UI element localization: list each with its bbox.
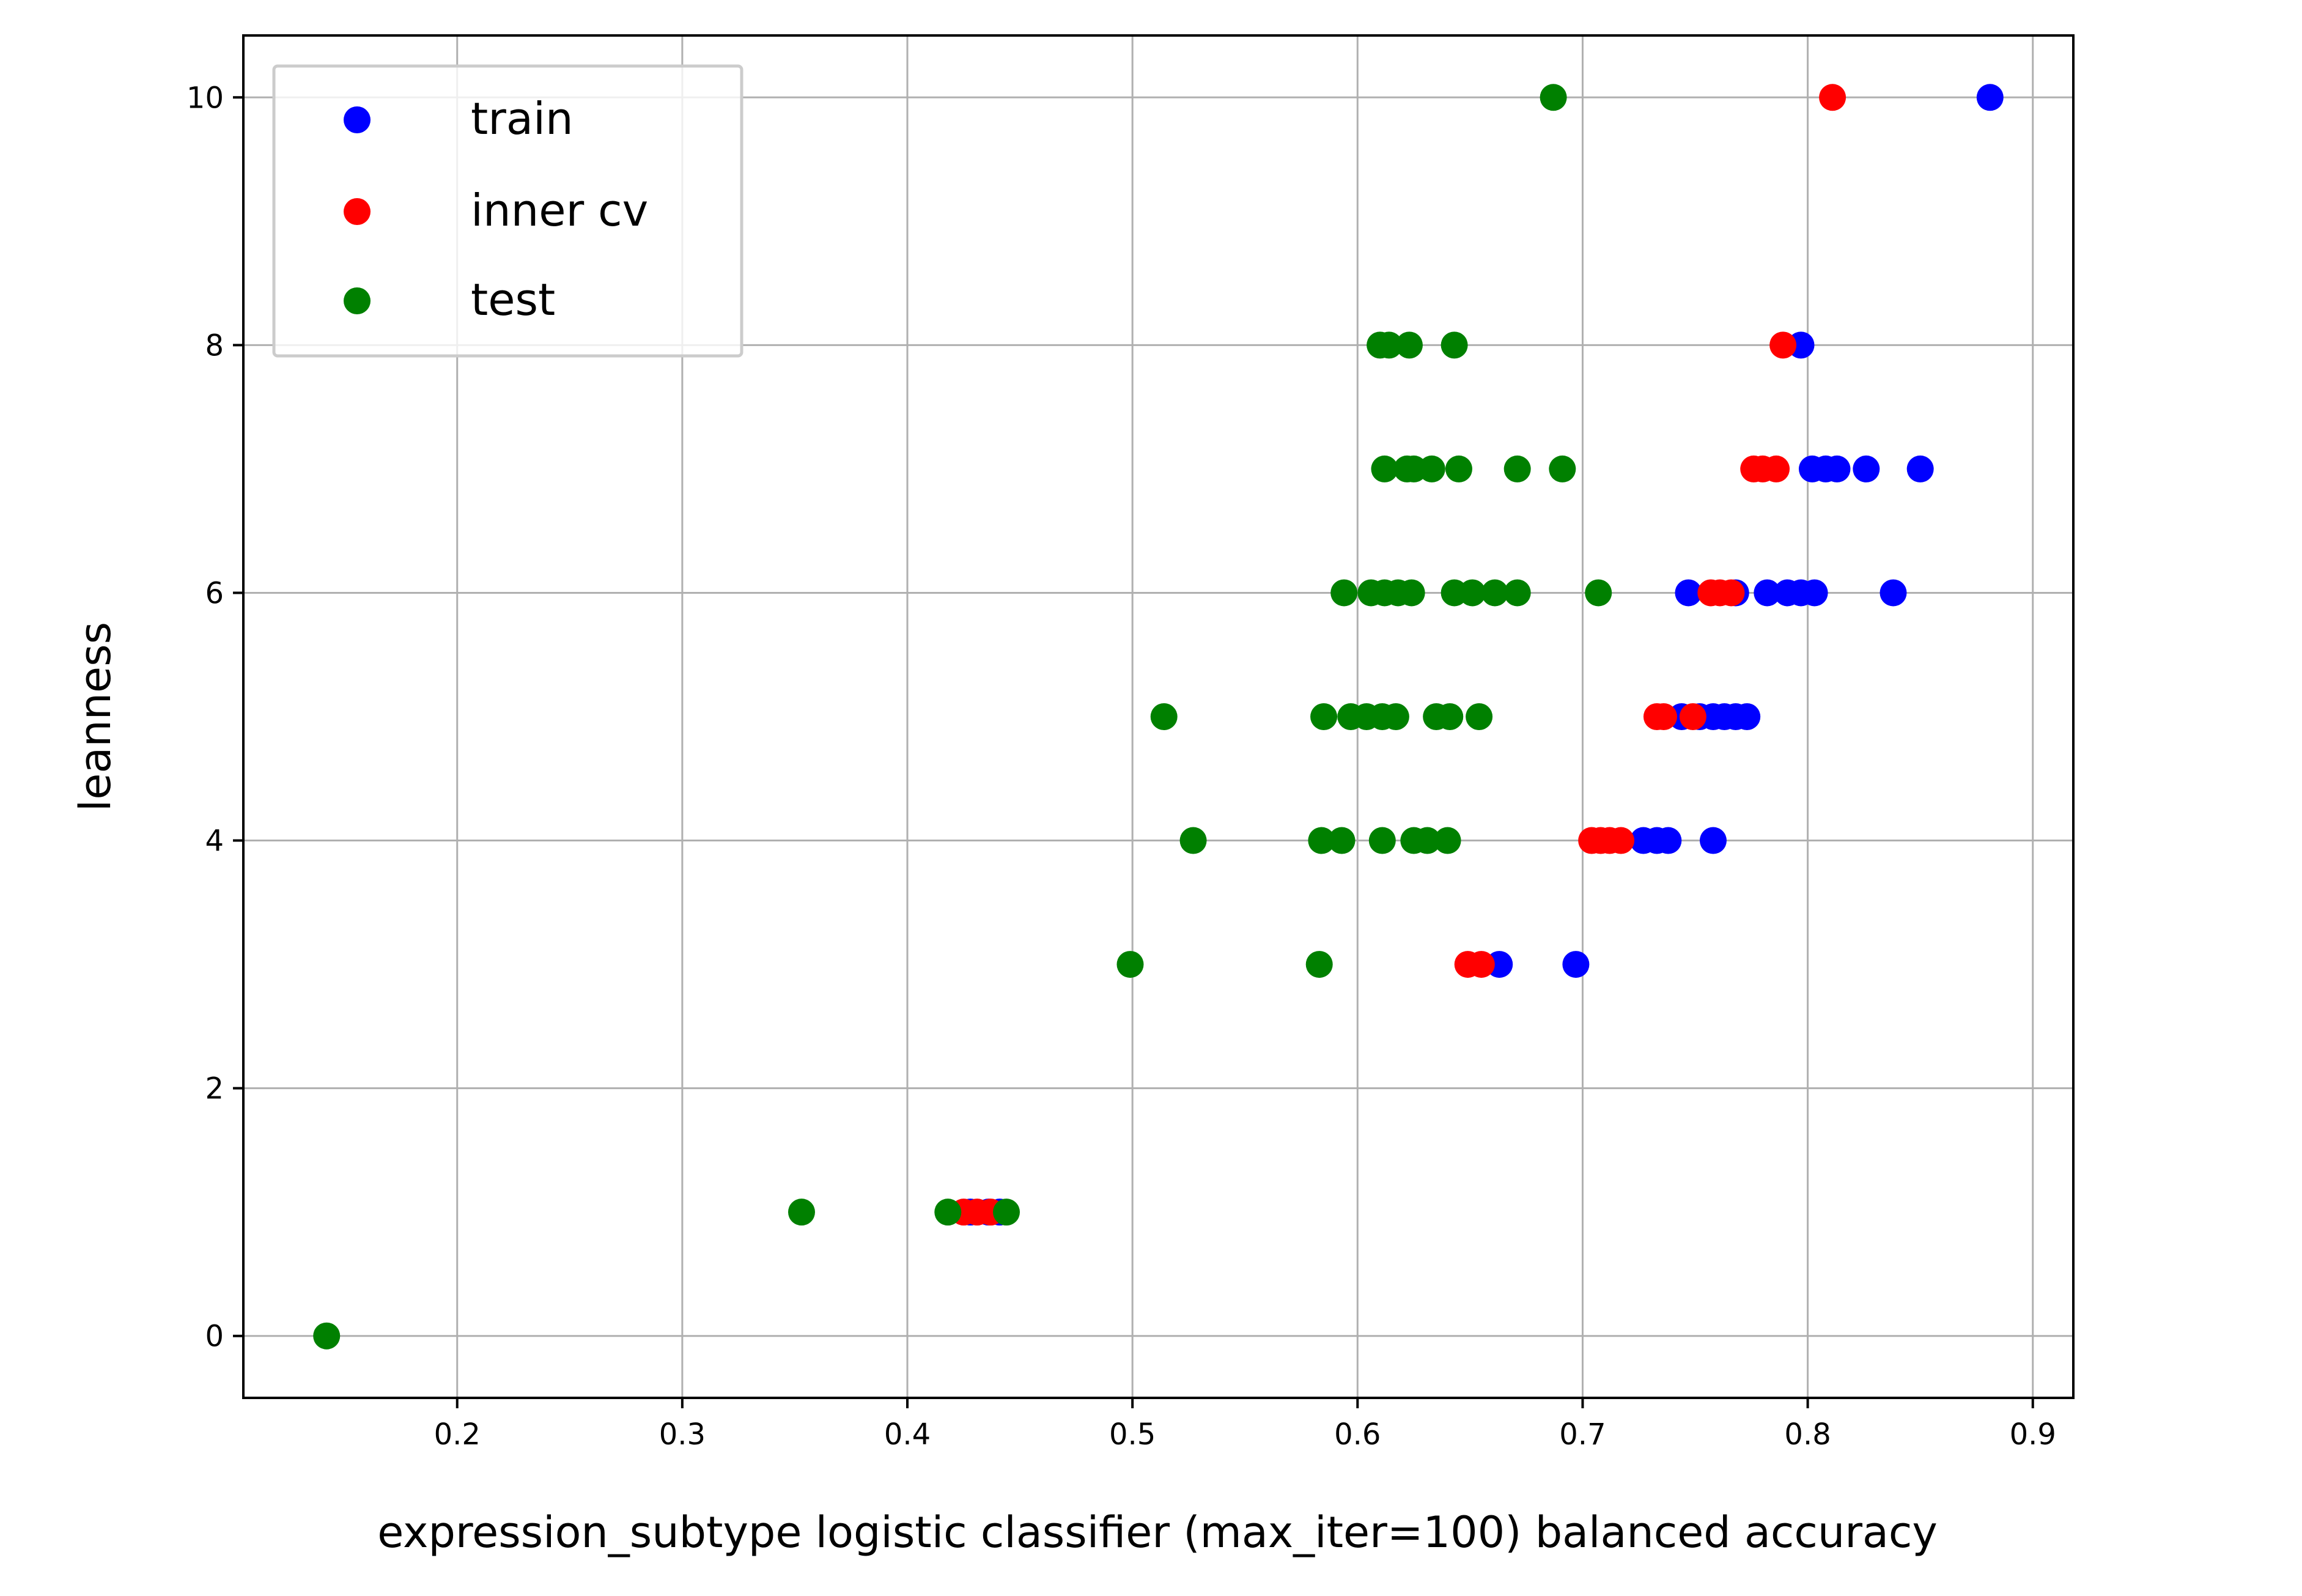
grid-lines — [243, 35, 2073, 1398]
point-test — [1585, 579, 1612, 607]
point-test — [1368, 827, 1396, 854]
point-test — [1441, 579, 1468, 607]
point-test — [788, 1199, 815, 1226]
point-test — [1150, 703, 1178, 730]
point-test — [1371, 455, 1398, 482]
point-test — [934, 1199, 962, 1226]
point-test — [1393, 455, 1421, 482]
x-tick-label: 0.3 — [659, 1417, 706, 1452]
x-tick-label: 0.6 — [1334, 1417, 1381, 1452]
point-test — [1540, 84, 1567, 111]
y-tick-label: 6 — [205, 576, 224, 610]
point-inner-cv — [1819, 84, 1846, 111]
point-test — [1310, 703, 1338, 730]
point-train — [1675, 579, 1702, 607]
x-tick-label: 0.8 — [1784, 1417, 1831, 1452]
y-axis-label: leanness — [70, 622, 120, 811]
x-axis-label: expression_subtype logistic classifier (… — [377, 1507, 1938, 1557]
point-test — [1549, 455, 1576, 482]
point-train — [1880, 579, 1907, 607]
point-inner-cv — [1643, 703, 1670, 730]
legend-label-train: train — [471, 93, 574, 144]
point-test — [1367, 331, 1394, 359]
point-test — [1308, 827, 1335, 854]
point-test — [1466, 703, 1493, 730]
point-test — [1328, 827, 1356, 854]
y-tick-label: 8 — [205, 328, 224, 363]
point-train — [1699, 827, 1727, 854]
point-inner-cv — [1679, 703, 1706, 730]
point-test — [1330, 579, 1358, 607]
x-tick-label: 0.7 — [1559, 1417, 1606, 1452]
point-inner-cv — [1740, 455, 1768, 482]
plot-frame — [242, 34, 2075, 1399]
point-test — [1481, 579, 1508, 607]
point-test — [1400, 827, 1428, 854]
legend-box — [272, 64, 743, 358]
point-test — [993, 1199, 1020, 1226]
legend: train inner cv test — [272, 64, 743, 358]
point-train — [1629, 827, 1657, 854]
x-tick-label: 0.9 — [2010, 1417, 2056, 1452]
point-train — [1976, 84, 2004, 111]
legend-label-test: test — [471, 274, 555, 325]
point-test — [1116, 951, 1144, 978]
point-test — [1423, 703, 1450, 730]
point-inner-cv — [1578, 827, 1606, 854]
point-train — [1798, 455, 1826, 482]
point-inner-cv — [1697, 579, 1725, 607]
point-test — [1503, 455, 1531, 482]
y-tick-label: 10 — [186, 81, 224, 115]
point-train — [1562, 951, 1590, 978]
point-test — [1434, 827, 1461, 854]
y-tick-label: 4 — [205, 824, 224, 859]
point-train — [1906, 455, 1934, 482]
point-train — [1853, 455, 1880, 482]
legend-marker-inner-cv — [344, 198, 371, 225]
point-test — [1503, 579, 1531, 607]
x-tick-label: 0.5 — [1109, 1417, 1156, 1452]
y-tick-label: 0 — [205, 1320, 224, 1354]
legend-marker-train — [344, 106, 371, 133]
point-train — [1754, 579, 1781, 607]
point-test — [1357, 579, 1385, 607]
point-test — [1179, 827, 1207, 854]
legend-label-inner-cv: inner cv — [471, 185, 648, 236]
point-inner-cv — [1454, 951, 1481, 978]
point-inner-cv — [1769, 331, 1797, 359]
point-train — [1774, 579, 1801, 607]
x-tick-label: 0.2 — [434, 1417, 481, 1452]
point-test — [1445, 455, 1472, 482]
x-tick-label: 0.4 — [884, 1417, 931, 1452]
y-tick-label: 2 — [205, 1072, 224, 1106]
point-test — [1441, 331, 1468, 359]
point-test — [1337, 703, 1365, 730]
point-test — [1395, 331, 1423, 359]
data-points — [313, 84, 2004, 1350]
legend-marker-test — [344, 287, 371, 314]
point-test — [1305, 951, 1333, 978]
axis-ticks: 0.2 0.3 0.4 0.5 0.6 0.7 0.8 0.9 0 2 4 6 8 10 — [186, 81, 2056, 1452]
point-test — [313, 1322, 341, 1350]
